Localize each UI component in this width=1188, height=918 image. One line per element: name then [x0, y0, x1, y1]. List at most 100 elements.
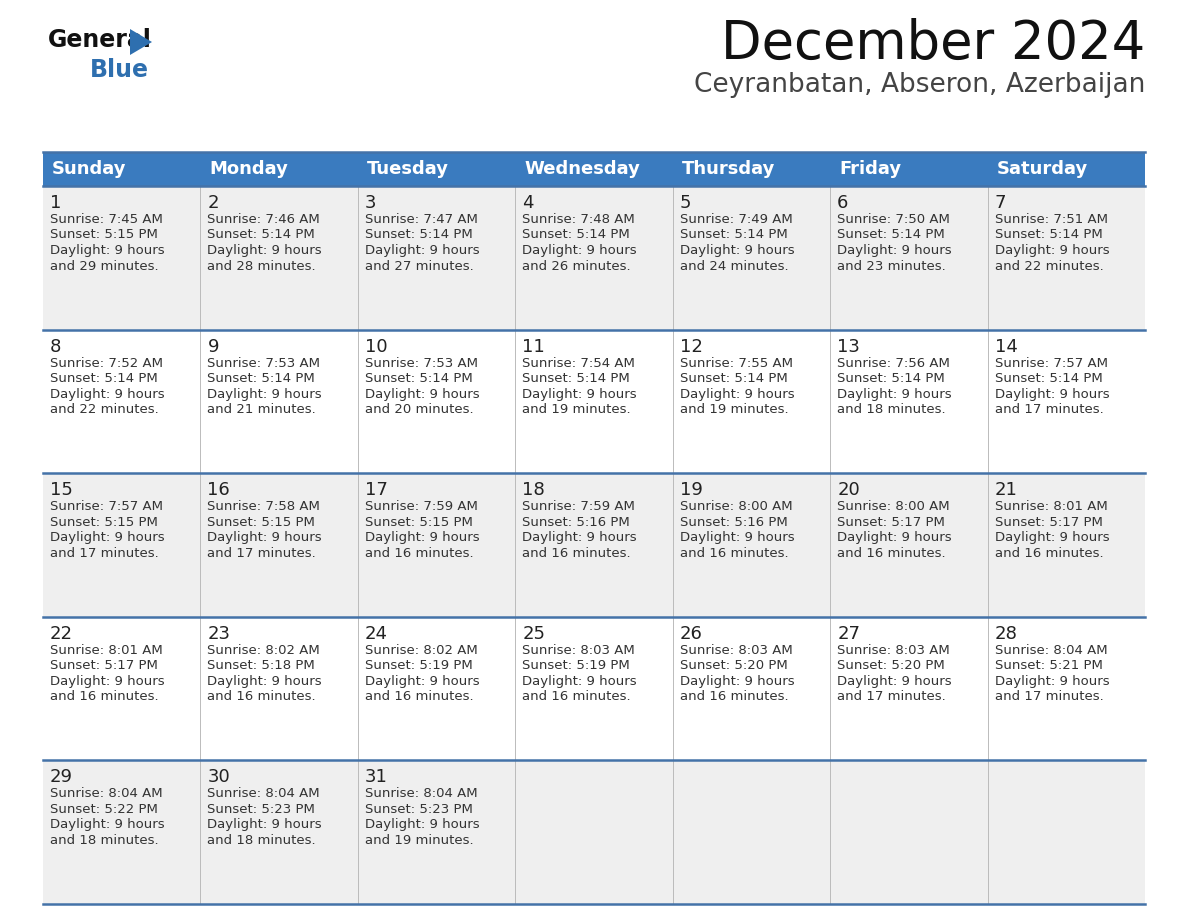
Bar — [358, 152, 516, 186]
Text: Sunrise: 7:46 AM: Sunrise: 7:46 AM — [208, 213, 321, 226]
Text: Sunset: 5:14 PM: Sunset: 5:14 PM — [680, 229, 788, 241]
Text: and 16 minutes.: and 16 minutes. — [365, 547, 474, 560]
Text: Daylight: 9 hours: Daylight: 9 hours — [365, 387, 480, 400]
Text: Daylight: 9 hours: Daylight: 9 hours — [994, 244, 1110, 257]
Text: Daylight: 9 hours: Daylight: 9 hours — [680, 244, 795, 257]
Text: 26: 26 — [680, 625, 702, 643]
Text: 19: 19 — [680, 481, 702, 499]
Text: Sunrise: 8:04 AM: Sunrise: 8:04 AM — [50, 788, 163, 800]
Text: Sunrise: 7:57 AM: Sunrise: 7:57 AM — [50, 500, 163, 513]
Text: 18: 18 — [523, 481, 545, 499]
Text: Sunrise: 7:47 AM: Sunrise: 7:47 AM — [365, 213, 478, 226]
Text: Daylight: 9 hours: Daylight: 9 hours — [994, 675, 1110, 688]
Text: 16: 16 — [208, 481, 230, 499]
Text: Sunset: 5:16 PM: Sunset: 5:16 PM — [523, 516, 630, 529]
Text: 27: 27 — [838, 625, 860, 643]
Text: Daylight: 9 hours: Daylight: 9 hours — [50, 819, 165, 832]
Text: Sunset: 5:20 PM: Sunset: 5:20 PM — [680, 659, 788, 672]
Text: Sunset: 5:20 PM: Sunset: 5:20 PM — [838, 659, 944, 672]
Text: Monday: Monday — [209, 160, 289, 178]
Bar — [201, 152, 358, 186]
Text: and 17 minutes.: and 17 minutes. — [994, 690, 1104, 703]
Text: Wednesday: Wednesday — [524, 160, 640, 178]
Text: Sunset: 5:21 PM: Sunset: 5:21 PM — [994, 659, 1102, 672]
Bar — [43, 473, 1145, 617]
Text: 31: 31 — [365, 768, 387, 787]
Text: 9: 9 — [208, 338, 219, 355]
Text: Sunset: 5:14 PM: Sunset: 5:14 PM — [523, 372, 630, 385]
Text: Sunset: 5:14 PM: Sunset: 5:14 PM — [208, 229, 315, 241]
Text: Daylight: 9 hours: Daylight: 9 hours — [994, 532, 1110, 544]
Text: Sunset: 5:17 PM: Sunset: 5:17 PM — [838, 516, 944, 529]
Text: 20: 20 — [838, 481, 860, 499]
Text: Sunset: 5:14 PM: Sunset: 5:14 PM — [994, 372, 1102, 385]
Text: Ceyranbatan, Abseron, Azerbaijan: Ceyranbatan, Abseron, Azerbaijan — [694, 72, 1145, 98]
Text: and 16 minutes.: and 16 minutes. — [50, 690, 159, 703]
Text: and 23 minutes.: and 23 minutes. — [838, 260, 946, 273]
Text: Sunset: 5:15 PM: Sunset: 5:15 PM — [50, 229, 158, 241]
Text: Tuesday: Tuesday — [367, 160, 449, 178]
Text: 13: 13 — [838, 338, 860, 355]
Text: 15: 15 — [50, 481, 72, 499]
Text: and 19 minutes.: and 19 minutes. — [523, 403, 631, 416]
Text: 12: 12 — [680, 338, 702, 355]
Text: Sunrise: 7:59 AM: Sunrise: 7:59 AM — [365, 500, 478, 513]
Text: Sunrise: 8:04 AM: Sunrise: 8:04 AM — [994, 644, 1107, 656]
Text: 23: 23 — [208, 625, 230, 643]
Text: 7: 7 — [994, 194, 1006, 212]
Text: Daylight: 9 hours: Daylight: 9 hours — [523, 675, 637, 688]
Text: 21: 21 — [994, 481, 1017, 499]
Text: 8: 8 — [50, 338, 62, 355]
Text: Daylight: 9 hours: Daylight: 9 hours — [50, 675, 165, 688]
Text: Sunset: 5:14 PM: Sunset: 5:14 PM — [838, 229, 944, 241]
Text: Daylight: 9 hours: Daylight: 9 hours — [208, 675, 322, 688]
Text: and 19 minutes.: and 19 minutes. — [680, 403, 789, 416]
Text: Sunday: Sunday — [52, 160, 126, 178]
Text: Sunrise: 7:57 AM: Sunrise: 7:57 AM — [994, 356, 1107, 370]
Text: Daylight: 9 hours: Daylight: 9 hours — [680, 532, 795, 544]
Text: 11: 11 — [523, 338, 545, 355]
Text: Sunset: 5:16 PM: Sunset: 5:16 PM — [680, 516, 788, 529]
Text: Sunset: 5:14 PM: Sunset: 5:14 PM — [365, 372, 473, 385]
Text: and 24 minutes.: and 24 minutes. — [680, 260, 789, 273]
Text: Sunset: 5:14 PM: Sunset: 5:14 PM — [365, 229, 473, 241]
Text: and 20 minutes.: and 20 minutes. — [365, 403, 474, 416]
Text: and 18 minutes.: and 18 minutes. — [838, 403, 946, 416]
Text: Daylight: 9 hours: Daylight: 9 hours — [365, 675, 480, 688]
Text: and 17 minutes.: and 17 minutes. — [838, 690, 946, 703]
Text: and 17 minutes.: and 17 minutes. — [50, 547, 159, 560]
Text: Sunset: 5:14 PM: Sunset: 5:14 PM — [994, 229, 1102, 241]
Text: Sunrise: 7:45 AM: Sunrise: 7:45 AM — [50, 213, 163, 226]
Text: Daylight: 9 hours: Daylight: 9 hours — [838, 387, 952, 400]
Text: Sunrise: 7:53 AM: Sunrise: 7:53 AM — [365, 356, 478, 370]
Text: Sunset: 5:15 PM: Sunset: 5:15 PM — [365, 516, 473, 529]
Text: December 2024: December 2024 — [721, 18, 1145, 70]
Text: Sunset: 5:22 PM: Sunset: 5:22 PM — [50, 803, 158, 816]
Text: and 19 minutes.: and 19 minutes. — [365, 834, 474, 847]
Bar — [43, 760, 1145, 904]
Text: Daylight: 9 hours: Daylight: 9 hours — [50, 244, 165, 257]
Text: Sunrise: 7:53 AM: Sunrise: 7:53 AM — [208, 356, 321, 370]
Text: and 29 minutes.: and 29 minutes. — [50, 260, 159, 273]
Text: Sunset: 5:15 PM: Sunset: 5:15 PM — [50, 516, 158, 529]
Text: Sunrise: 8:02 AM: Sunrise: 8:02 AM — [365, 644, 478, 656]
Text: 22: 22 — [50, 625, 72, 643]
Text: Sunrise: 8:02 AM: Sunrise: 8:02 AM — [208, 644, 321, 656]
Text: Daylight: 9 hours: Daylight: 9 hours — [208, 387, 322, 400]
Bar — [43, 330, 1145, 473]
Text: and 21 minutes.: and 21 minutes. — [208, 403, 316, 416]
Bar — [672, 152, 830, 186]
Text: Daylight: 9 hours: Daylight: 9 hours — [208, 532, 322, 544]
Text: and 16 minutes.: and 16 minutes. — [365, 690, 474, 703]
Text: Friday: Friday — [839, 160, 902, 178]
Text: and 17 minutes.: and 17 minutes. — [208, 547, 316, 560]
Bar — [43, 617, 1145, 760]
Text: and 18 minutes.: and 18 minutes. — [208, 834, 316, 847]
Text: and 16 minutes.: and 16 minutes. — [680, 690, 789, 703]
Text: Saturday: Saturday — [997, 160, 1088, 178]
Text: Daylight: 9 hours: Daylight: 9 hours — [680, 387, 795, 400]
Text: Daylight: 9 hours: Daylight: 9 hours — [838, 675, 952, 688]
Text: Sunset: 5:14 PM: Sunset: 5:14 PM — [680, 372, 788, 385]
Text: Daylight: 9 hours: Daylight: 9 hours — [523, 244, 637, 257]
Text: and 16 minutes.: and 16 minutes. — [208, 690, 316, 703]
